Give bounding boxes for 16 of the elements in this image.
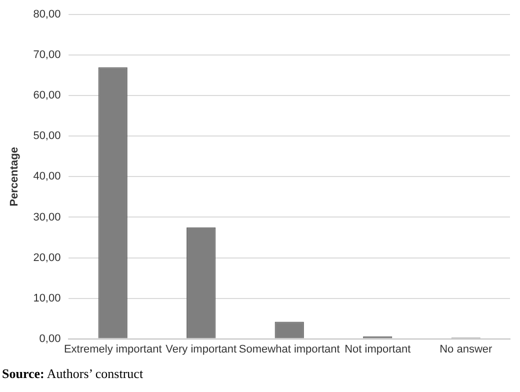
y-tick-label: 20,00	[33, 252, 61, 264]
source-note: Source: Authors’ construct	[2, 366, 144, 382]
x-tick-label: No answer	[440, 343, 492, 356]
x-tick-label: Very important	[166, 343, 237, 356]
y-tick-label: 50,00	[33, 130, 61, 142]
x-tick-label: Somewhat important	[238, 343, 340, 356]
y-tick-label: 70,00	[33, 49, 61, 62]
y-tick-label: 0,00	[39, 332, 61, 345]
y-axis-title: Percentage	[8, 147, 21, 206]
y-tick-label: 30,00	[33, 211, 61, 224]
y-tick-label: 10,00	[33, 292, 61, 304]
y-tick-label: 60,00	[33, 90, 61, 102]
x-tick-label: Extremely important	[64, 343, 162, 356]
x-tick-label: Not important	[344, 343, 411, 356]
y-tick-label: 40,00	[33, 170, 61, 183]
y-tick-label: 80,00	[33, 8, 61, 21]
